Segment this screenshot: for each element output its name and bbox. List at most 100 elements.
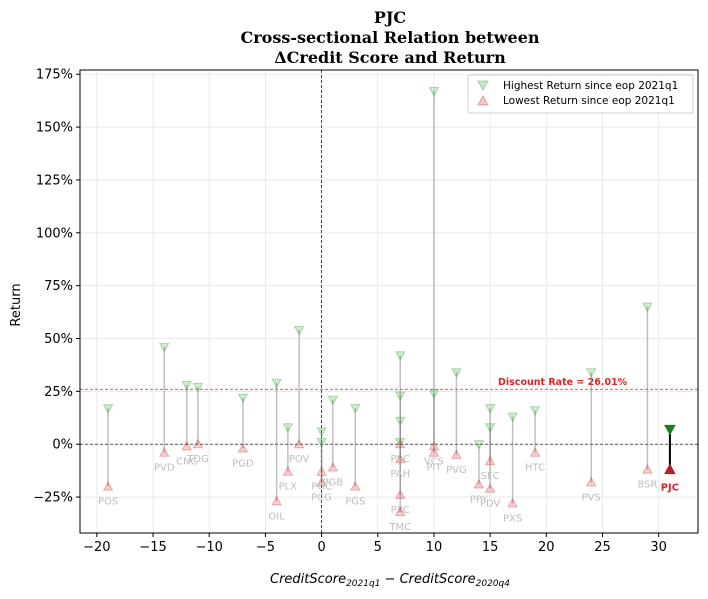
ticker-label: PAH <box>390 469 410 480</box>
low-return-marker <box>282 466 294 476</box>
low-return-marker <box>316 466 327 476</box>
x-tick-label: −15 <box>139 540 166 555</box>
y-tick-label: 25% <box>44 385 73 400</box>
plot-frame <box>79 69 699 534</box>
high-return-marker <box>327 395 339 406</box>
low-return-marker <box>451 449 462 459</box>
ticker-label: HTC <box>525 463 545 474</box>
legend-marker-low <box>477 94 489 106</box>
low-return-marker <box>642 464 653 474</box>
x-axis-label-main: CreditScore <box>270 572 346 587</box>
high-return-marker <box>181 380 193 391</box>
ticker-label: PVS <box>582 492 601 503</box>
ticker-label: OIL <box>268 511 285 522</box>
y-tick-label: 100% <box>36 226 73 241</box>
title-line-3: ΔCredit Score and Return <box>274 48 506 67</box>
low-return-marker <box>585 476 597 487</box>
high-return-marker <box>316 427 327 438</box>
focus-ticker-label: PJC <box>661 483 679 494</box>
x-tick-label: 25 <box>594 540 611 555</box>
ticker-label: PSC <box>391 454 410 465</box>
low-return-marker <box>473 478 485 489</box>
y-tick-label: 75% <box>44 279 73 294</box>
y-tick-label: 175% <box>36 68 73 83</box>
ticker-label: VCS <box>424 456 444 467</box>
ticker-label: BSR <box>637 480 657 491</box>
data-points: POSPVDCNCTDGPGDOILPLXPOVPCGPGCPGBPGSPXCT… <box>98 87 679 533</box>
legend-label-high: Highest Return since eop 2021q1 <box>503 80 678 92</box>
legend: Highest Return since eop 2021q1 Lowest R… <box>467 74 694 114</box>
axis-ticks: −20 −15 −10 −5 0 5 10 15 20 25 30 −25% 0% 25% 50% 75% 10… <box>33 68 667 555</box>
y-axis-label: Return <box>9 283 24 326</box>
low-return-marker <box>192 438 204 449</box>
high-return-marker <box>451 368 462 378</box>
high-return-marker <box>237 393 249 404</box>
low-return-marker <box>158 447 170 457</box>
low-return-marker <box>507 497 518 508</box>
x-axis-label-mid: − CreditScore <box>380 572 475 587</box>
low-return-marker <box>484 455 496 466</box>
low-return-marker <box>529 447 541 457</box>
high-return-marker <box>158 342 170 353</box>
low-return-marker <box>327 461 339 472</box>
low-return-marker <box>237 442 249 453</box>
ticker-label: PGS <box>345 496 365 507</box>
high-return-marker <box>316 437 327 448</box>
x-tick-label: 15 <box>482 540 499 555</box>
high-return-marker <box>642 302 653 313</box>
ticker-label: PDV <box>480 499 501 510</box>
low-return-marker <box>394 438 406 449</box>
x-tick-label: −20 <box>83 540 110 555</box>
ticker-label: TMC <box>388 522 411 533</box>
x-tick-label: −5 <box>256 540 275 555</box>
chart-title: PJC Cross-sectional Relation between ΔCr… <box>241 8 540 67</box>
legend-label-low: Lowest Return since eop 2021q1 <box>503 95 675 107</box>
ticker-label: PVG <box>446 465 467 476</box>
high-return-marker <box>428 389 440 399</box>
high-return-marker <box>484 423 496 433</box>
x-tick-label: 20 <box>538 540 555 555</box>
ticker-label: PXS <box>503 513 522 524</box>
high-return-marker <box>529 406 541 416</box>
title-line-2: Cross-sectional Relation between <box>241 28 540 47</box>
legend-box <box>467 74 694 114</box>
title-line-1: PJC <box>374 8 406 27</box>
x-tick-label: −10 <box>195 540 222 555</box>
high-return-marker <box>293 325 305 336</box>
ticker-label: POS <box>98 496 118 507</box>
high-return-marker <box>102 404 114 414</box>
low-return-marker <box>316 476 327 487</box>
low-return-marker <box>394 506 406 516</box>
low-return-marker <box>271 495 282 506</box>
y-tick-label: −25% <box>33 491 73 506</box>
low-return-marker <box>293 438 305 449</box>
x-axis-label-sub1: 2021q1 <box>346 579 380 589</box>
x-tick-label: 10 <box>426 540 443 555</box>
ticker-label: PGB <box>322 477 343 488</box>
high-return-marker <box>473 440 485 450</box>
high-return-marker <box>349 404 361 414</box>
focus-high-marker <box>664 424 676 436</box>
discount-rate-label: Discount Rate = 26.01% <box>498 377 628 388</box>
low-return-marker <box>484 483 496 493</box>
low-return-marker <box>428 447 440 457</box>
ticker-label: PCG <box>311 492 332 503</box>
low-return-marker <box>181 440 193 451</box>
ticker-label: PPY <box>470 494 489 505</box>
x-axis-label-sub2: 2020q4 <box>476 579 511 589</box>
ticker-label: PLX <box>279 482 298 493</box>
y-tick-label: 150% <box>36 121 73 136</box>
x-tick-label: 30 <box>650 540 667 555</box>
y-tick-label: 50% <box>44 332 73 347</box>
low-return-marker <box>394 453 406 464</box>
high-return-marker <box>507 412 518 423</box>
y-tick-label: 0% <box>52 438 73 453</box>
high-return-marker <box>428 87 440 97</box>
y-tick-label: 125% <box>36 173 73 188</box>
ticker-label: PGC <box>311 482 332 493</box>
focus-low-marker <box>664 463 676 475</box>
ticker-label: PGD <box>232 458 254 469</box>
x-tick-label: 0 <box>317 540 325 555</box>
x-tick-label: 5 <box>374 540 382 555</box>
